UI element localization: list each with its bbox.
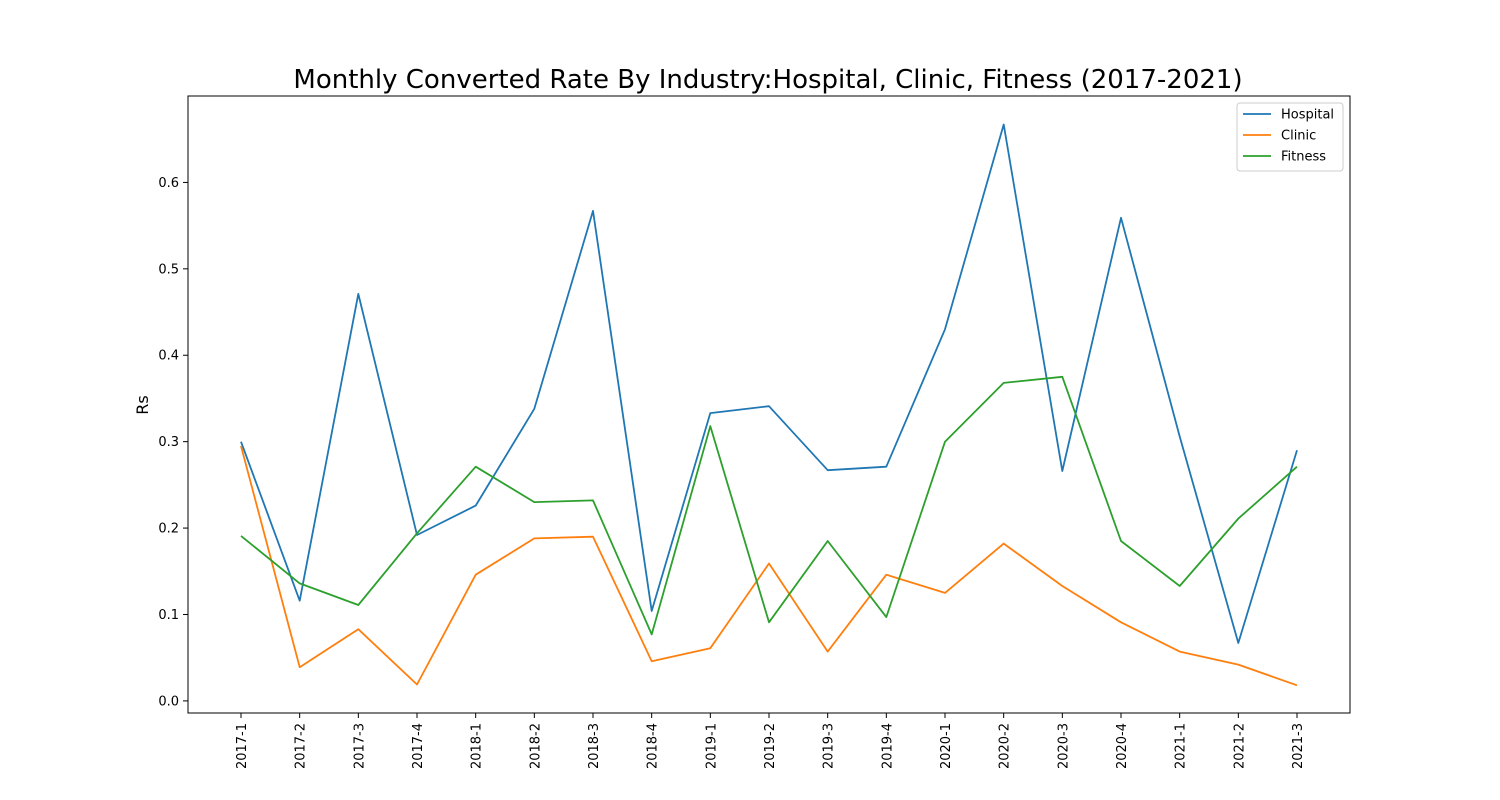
- y-tick-label: 0.5: [158, 262, 179, 277]
- y-tick-label: 0.0: [158, 694, 179, 709]
- x-tick-label: 2017-2: [294, 723, 309, 769]
- x-tick-label: 2020-3: [1056, 723, 1071, 769]
- x-tick-label: 2021-3: [1291, 723, 1306, 769]
- x-tick-label: 2019-2: [763, 723, 778, 769]
- x-tick-label: 2021-1: [1174, 723, 1189, 769]
- y-tick-label: 0.2: [158, 522, 179, 537]
- x-tick-label: 2017-4: [411, 723, 426, 769]
- series-line-hospital: [240, 123, 1298, 644]
- series-layer: [240, 123, 1298, 687]
- y-tick-label: 0.3: [158, 435, 179, 450]
- legend-entry: Hospital: [1281, 108, 1334, 123]
- legend-entry: Fitness: [1281, 150, 1326, 165]
- x-tick-label: 2017-1: [235, 723, 250, 769]
- series-line-clinic: [240, 445, 1298, 687]
- x-tick-label: 2020-1: [939, 723, 954, 769]
- chart-title: Monthly Converted Rate By Industry:Hospi…: [293, 65, 1242, 95]
- x-tick-label: 2018-1: [470, 723, 485, 769]
- x-tick-label: 2020-2: [998, 723, 1013, 769]
- y-tick-label: 0.6: [158, 176, 179, 191]
- y-axis-label: Rs: [133, 395, 152, 414]
- legend-box: [1236, 102, 1344, 172]
- x-tick-label: 2018-3: [587, 723, 602, 769]
- legend: Hospital Clinic Fitness: [1236, 102, 1344, 172]
- x-tick-label: 2021-2: [1232, 723, 1247, 769]
- x-tick-label: 2019-4: [880, 723, 895, 769]
- x-tick-label: 2019-3: [822, 723, 837, 769]
- y-tick-label: 0.1: [158, 608, 179, 623]
- plot-area-frame: [187, 95, 1351, 714]
- x-tick-label: 2020-4: [1115, 723, 1130, 769]
- x-tick-label: 2017-3: [352, 723, 367, 769]
- x-tick-label: 2018-2: [528, 723, 543, 769]
- ticks-layer: 2017-1 2017-2 2017-3 2017-4 2018-1 2018-2 2018…: [158, 176, 1306, 769]
- series-line-fitness: [240, 375, 1298, 636]
- x-tick-label: 2019-1: [704, 723, 719, 769]
- y-tick-label: 0.4: [158, 349, 179, 364]
- x-tick-label: 2018-4: [646, 723, 661, 769]
- legend-entry: Clinic: [1281, 129, 1316, 144]
